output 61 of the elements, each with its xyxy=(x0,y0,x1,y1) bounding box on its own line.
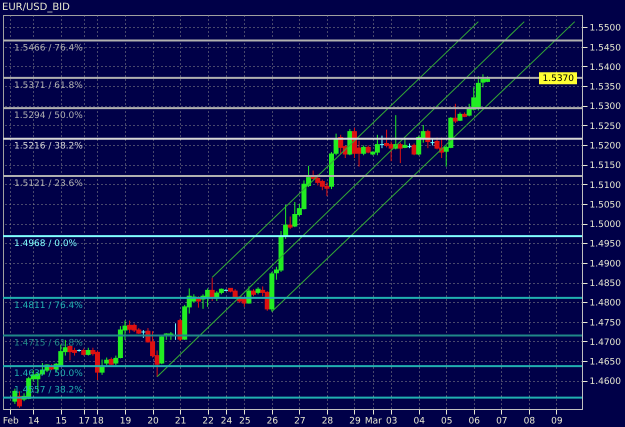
y-tick-label: 1.4600 xyxy=(590,377,622,388)
x-tick-label: 21 xyxy=(174,416,186,426)
y-tick-label: 1.5200 xyxy=(590,142,622,152)
y-tick-label: 1.4900 xyxy=(590,259,622,270)
y-tick-label: 1.5500 xyxy=(590,24,622,34)
x-tick-label: 08 xyxy=(524,416,536,426)
candlestick xyxy=(288,216,293,230)
x-tick-label: 03 xyxy=(386,416,398,426)
x-tick-label: 25 xyxy=(239,416,251,426)
x-tick-label: 29 xyxy=(349,416,361,426)
candlestick xyxy=(210,277,215,302)
ref-line-label: 1.5216 / 38.2% xyxy=(14,142,84,152)
candlestick xyxy=(374,134,380,156)
y-tick-label: 1.5450 xyxy=(590,43,622,54)
x-tick-label: 18 xyxy=(92,416,104,426)
x-tick-label: 19 xyxy=(120,416,132,426)
y-tick-label: 1.5350 xyxy=(590,82,622,93)
x-tick-label: 05 xyxy=(440,416,452,426)
y-tick-label: 1.5050 xyxy=(590,200,622,210)
ref-line-label: 1.4968 / 0.0% xyxy=(14,239,78,250)
candlestick xyxy=(412,142,417,156)
y-tick-label: 1.5100 xyxy=(590,180,622,191)
ref-line-label: 1.5466 / 76.4% xyxy=(14,44,84,54)
ref-line-label: 1.5371 / 61.8% xyxy=(14,80,84,91)
x-tick-label: Feb xyxy=(2,416,20,426)
x-tick-label: Mar xyxy=(364,416,382,426)
ref-line-label: 1.4811 / 76.4% xyxy=(14,300,84,311)
candlestick xyxy=(398,142,403,164)
y-tick-label: 1.5150 xyxy=(590,161,622,172)
x-tick-label: 17 xyxy=(78,416,90,426)
ref-line-label: 1.5121 / 23.6% xyxy=(14,179,84,190)
x-tick-label: 28 xyxy=(322,416,334,426)
annotation: 1.5370 xyxy=(542,74,574,84)
x-tick-label: 14 xyxy=(28,416,40,426)
ref-line-label: 1.5294 / 50.0% xyxy=(14,111,84,122)
x-tick-label: 04 xyxy=(413,416,426,426)
x-tick-label: 22 xyxy=(202,416,214,426)
x-tick-label: 09 xyxy=(551,416,563,426)
x-tick-label: 06 xyxy=(468,416,480,426)
y-tick-label: 1.4850 xyxy=(590,279,622,290)
y-tick-label: 1.4700 xyxy=(590,338,622,348)
x-tick-label: 27 xyxy=(294,416,306,426)
y-tick-label: 1.5400 xyxy=(590,62,622,73)
y-tick-label: 1.5300 xyxy=(590,102,622,112)
y-tick-label: 1.5000 xyxy=(590,220,622,230)
x-tick-label: 26 xyxy=(266,416,278,426)
candlestick xyxy=(127,320,132,334)
x-tick-label: 07 xyxy=(496,416,508,426)
candlestick xyxy=(416,135,422,156)
y-tick-label: 1.4650 xyxy=(590,358,622,368)
x-tick-label: 24 xyxy=(220,416,232,426)
candlestick xyxy=(100,359,105,376)
y-tick-label: 1.4750 xyxy=(590,318,622,328)
candlestick xyxy=(361,144,366,156)
chart-title: EUR/USD_BID xyxy=(2,2,70,13)
x-tick-label: 15 xyxy=(56,416,67,426)
y-tick-label: 1.4800 xyxy=(590,298,622,309)
candlestick xyxy=(452,103,458,124)
y-tick-label: 1.4950 xyxy=(590,240,622,250)
y-tick-label: 1.5250 xyxy=(590,122,622,132)
x-tick-label: 20 xyxy=(147,416,160,426)
